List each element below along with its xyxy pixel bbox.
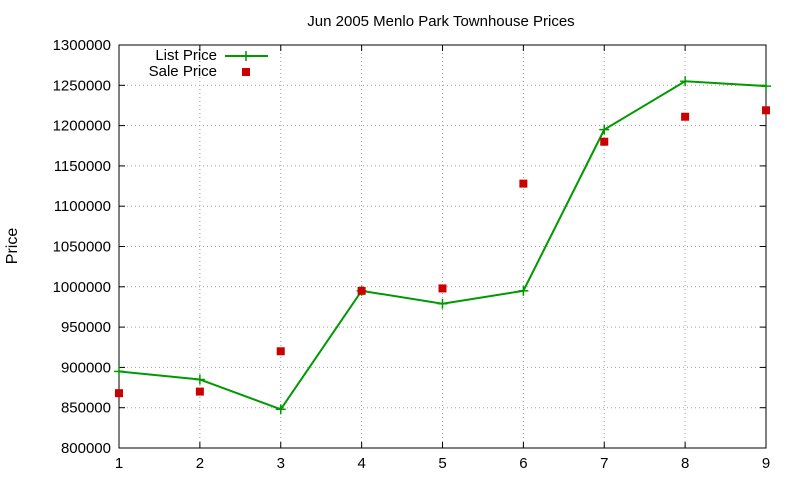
- chart-title: Jun 2005 Menlo Park Townhouse Prices: [307, 13, 574, 30]
- data-point-list-price: [680, 76, 691, 87]
- x-tick-label: 7: [600, 455, 608, 472]
- data-point-list-price: [761, 81, 771, 92]
- data-point-list-price: [194, 374, 205, 385]
- x-tick-label: 5: [438, 455, 446, 472]
- x-tick-label: 3: [277, 455, 285, 472]
- legend-marker-sale-price: [242, 68, 250, 76]
- y-tick-label: 1050000: [53, 239, 111, 256]
- legend-label-sale-price: Sale Price: [149, 63, 217, 80]
- data-point-list-price: [275, 404, 286, 415]
- x-tick-label: 9: [762, 455, 770, 472]
- data-point-sale-price: [762, 106, 770, 115]
- y-tick-label: 1200000: [53, 118, 111, 135]
- series-layer: [114, 76, 771, 415]
- y-tick-label: 950000: [61, 319, 111, 336]
- y-axis-label: Price: [4, 228, 21, 265]
- data-point-sale-price: [519, 179, 528, 188]
- y-tick-label: 900000: [61, 359, 111, 376]
- y-tick-label: 1000000: [53, 279, 111, 296]
- data-point-sale-price: [276, 347, 285, 356]
- y-tick-label: 1300000: [53, 37, 111, 54]
- x-tick-label: 4: [357, 455, 365, 472]
- data-point-list-price: [114, 366, 124, 377]
- x-tick-label: 2: [196, 455, 204, 472]
- y-tick-label: 1100000: [54, 198, 111, 215]
- data-point-sale-price: [195, 387, 204, 396]
- legend-marker-list-price: [241, 51, 251, 61]
- x-tick-label: 8: [681, 455, 689, 472]
- data-point-list-price: [599, 124, 610, 135]
- legend-label-list-price: List Price: [155, 47, 217, 64]
- y-tick-label: 850000: [61, 400, 111, 417]
- y-tick-label: 1150000: [54, 158, 111, 175]
- data-point-list-price: [437, 298, 448, 309]
- x-tick-label: 1: [115, 455, 123, 472]
- y-tick-label: 1250000: [53, 77, 111, 94]
- plot-frame: [118, 44, 767, 449]
- legend: List Price Sale Price: [149, 47, 268, 80]
- tick-layer: 8000008500009000009500001000000105000011…: [53, 37, 771, 472]
- y-tick-label: 800000: [61, 440, 111, 457]
- data-point-sale-price: [438, 284, 447, 293]
- data-point-list-price: [518, 285, 529, 296]
- data-point-sale-price: [357, 286, 366, 295]
- data-point-sale-price: [600, 137, 609, 146]
- grid-layer: [119, 45, 766, 448]
- data-point-sale-price: [681, 112, 690, 121]
- x-tick-label: 6: [519, 455, 527, 472]
- data-point-sale-price: [115, 389, 123, 398]
